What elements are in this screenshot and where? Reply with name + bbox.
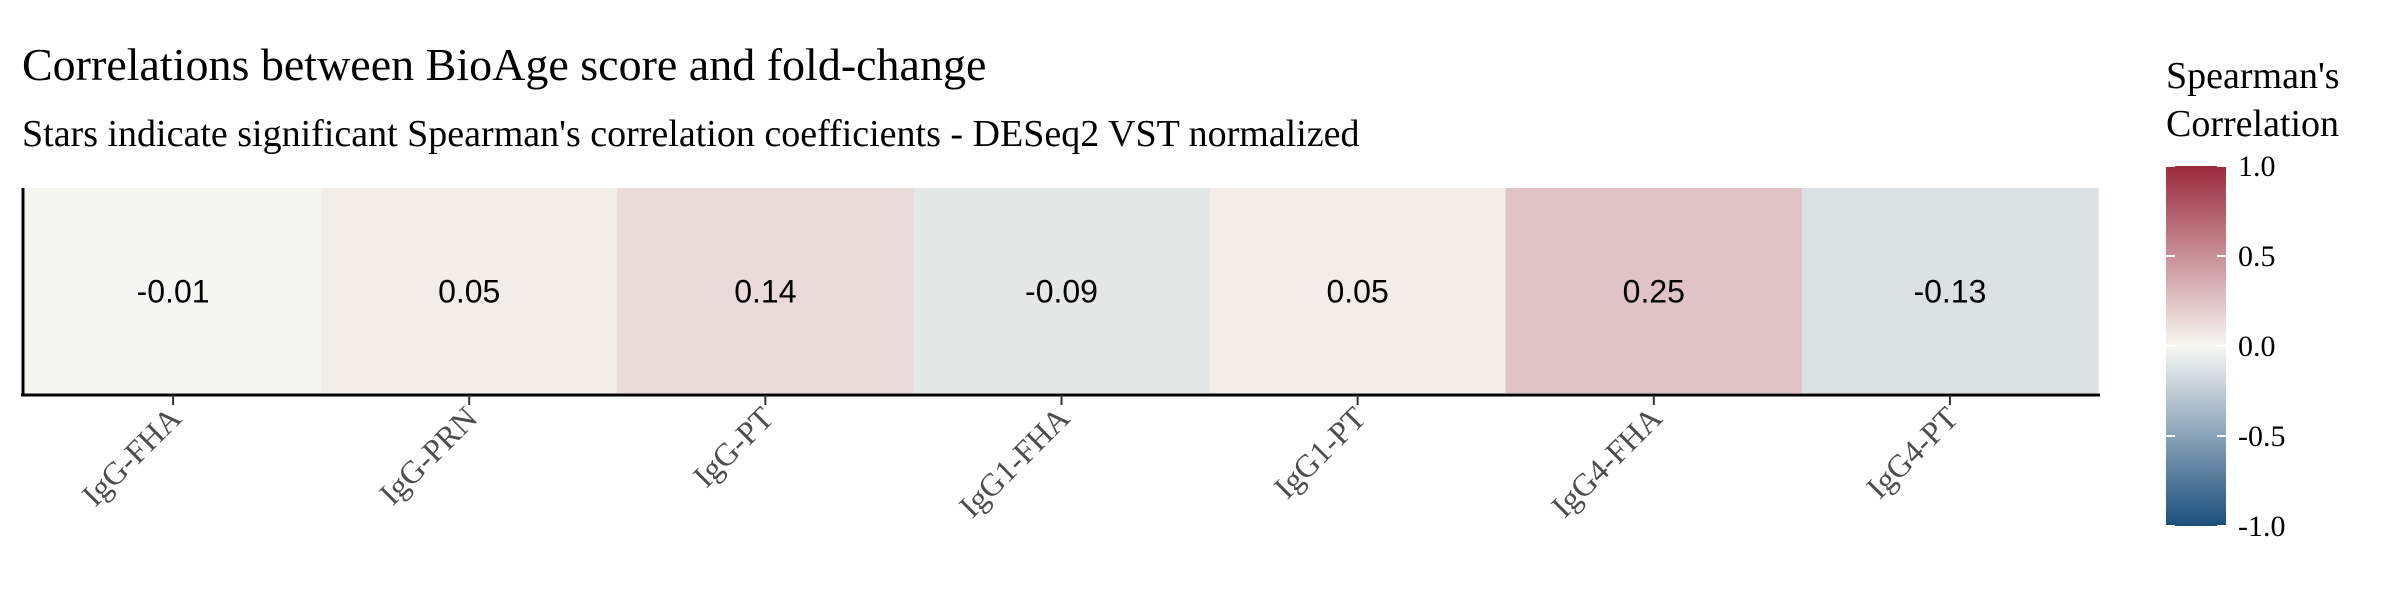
heatmap-cell bbox=[25, 188, 322, 393]
x-axis-tick-label: IgG1-PT bbox=[1267, 399, 1373, 505]
legend-tick-label: 0.5 bbox=[2238, 240, 2276, 273]
heatmap-cell bbox=[1801, 188, 2099, 393]
heatmap-cells bbox=[25, 188, 2099, 393]
heatmap-cell bbox=[321, 188, 618, 393]
heatmap-cell-label: -0.01 bbox=[137, 274, 210, 310]
legend-tick-label: -0.5 bbox=[2238, 420, 2286, 453]
x-axis-tick-label: IgG-FHA bbox=[75, 399, 188, 512]
chart-subtitle: Stars indicate significant Spearman's co… bbox=[22, 113, 1360, 155]
heatmap-cell bbox=[913, 188, 1211, 393]
legend-tick-label: 1.0 bbox=[2238, 150, 2276, 183]
legend-tick-label: 0.0 bbox=[2238, 330, 2276, 363]
legend-title-line-1: Spearman's bbox=[2166, 55, 2340, 97]
chart-title: Correlations between BioAge score and fo… bbox=[22, 39, 987, 90]
heatmap-cell-label: 0.14 bbox=[734, 274, 796, 310]
heatmap-cell bbox=[617, 188, 915, 393]
heatmap-cell-label: 0.05 bbox=[1326, 274, 1388, 310]
x-axis-tick-label: IgG-PRN bbox=[372, 399, 484, 511]
heatmap-cell-label: 0.05 bbox=[438, 274, 500, 310]
legend-ticks: 1.0 0.5 0.0 -0.5 -1.0 bbox=[2166, 150, 2286, 543]
legend-tick-label: -1.0 bbox=[2238, 510, 2286, 543]
x-axis-tick-label: IgG4-FHA bbox=[1544, 399, 1669, 524]
color-legend: Spearman's Correlation 1.0 0.5 0.0 -0.5 -1.0 bbox=[2166, 55, 2340, 543]
heatmap-cell-label: -0.09 bbox=[1025, 274, 1098, 310]
heatmap-cell bbox=[1209, 188, 1507, 393]
heatmap-cell-labels: -0.01 0.05 0.14 -0.09 0.05 0.25 -0.13 bbox=[137, 274, 1987, 310]
x-axis-tick-label: IgG1-FHA bbox=[952, 399, 1077, 524]
x-axis-tick-label: IgG4-PT bbox=[1859, 399, 1965, 505]
heatmap-cell bbox=[1505, 188, 1803, 393]
x-axis-tick-label: IgG-PT bbox=[686, 399, 781, 494]
heatmap-cell-label: -0.13 bbox=[1913, 274, 1986, 310]
x-axis-ticks: IgG-FHA IgG-PRN IgG-PT IgG1-FHA IgG1-PT IgG4-… bbox=[75, 395, 1965, 524]
legend-color-bar bbox=[2166, 166, 2226, 526]
legend-title-line-2: Correlation bbox=[2166, 103, 2339, 145]
heatmap-cell-label: 0.25 bbox=[1623, 274, 1685, 310]
